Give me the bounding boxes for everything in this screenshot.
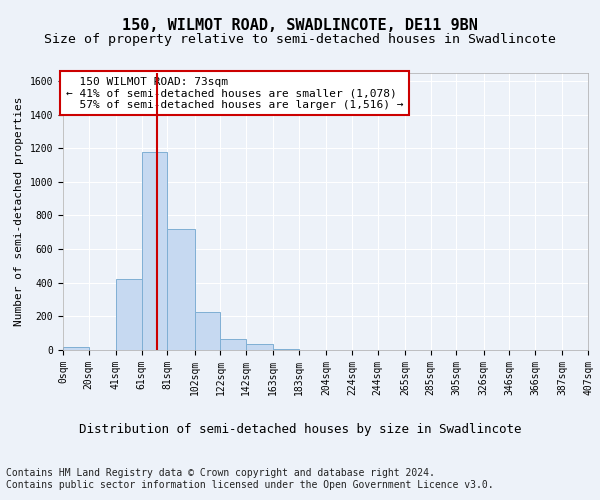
Text: Size of property relative to semi-detached houses in Swadlincote: Size of property relative to semi-detach… bbox=[44, 32, 556, 46]
Bar bbox=[220, 339, 246, 350]
Text: Contains public sector information licensed under the Open Government Licence v3: Contains public sector information licen… bbox=[6, 480, 494, 490]
Text: Contains HM Land Registry data © Crown copyright and database right 2024.: Contains HM Land Registry data © Crown c… bbox=[6, 468, 435, 477]
Bar bbox=[142, 152, 167, 350]
Y-axis label: Number of semi-detached properties: Number of semi-detached properties bbox=[14, 96, 24, 326]
Bar bbox=[194, 312, 220, 350]
Text: Distribution of semi-detached houses by size in Swadlincote: Distribution of semi-detached houses by … bbox=[79, 422, 521, 436]
Bar bbox=[167, 229, 194, 350]
Text: 150 WILMOT ROAD: 73sqm
← 41% of semi-detached houses are smaller (1,078)
  57% o: 150 WILMOT ROAD: 73sqm ← 41% of semi-det… bbox=[65, 76, 403, 110]
Bar bbox=[273, 349, 299, 350]
Text: 150, WILMOT ROAD, SWADLINCOTE, DE11 9BN: 150, WILMOT ROAD, SWADLINCOTE, DE11 9BN bbox=[122, 18, 478, 32]
Bar bbox=[246, 344, 273, 350]
Bar bbox=[116, 280, 142, 350]
Bar bbox=[63, 346, 89, 350]
